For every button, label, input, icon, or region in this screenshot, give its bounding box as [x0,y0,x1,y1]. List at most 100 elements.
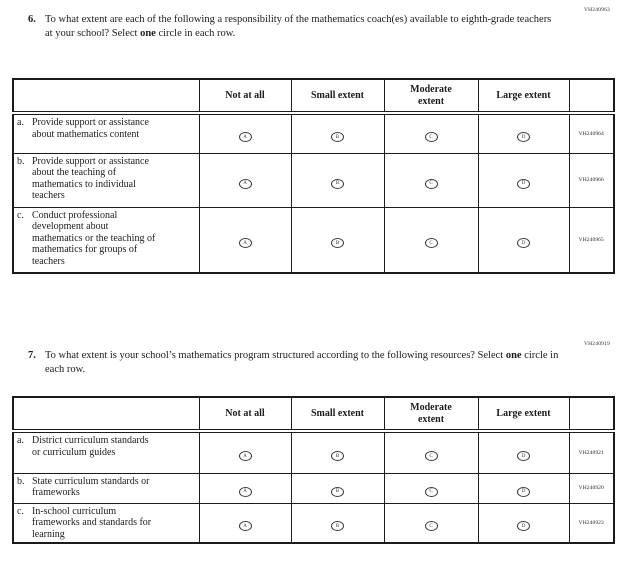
table-row: c. In-school curriculum frameworks and s… [12,502,615,544]
row-label: Provide support or assistance about the … [32,155,149,202]
option-cell: D [477,502,570,544]
bubble-not-at-all[interactable]: A [238,178,252,189]
question-7-text-part1: To what extent is your school’s mathemat… [45,350,506,361]
bubble-not-at-all[interactable]: A [238,451,252,462]
option-cell: D [477,152,570,208]
item-code: VH240964 [568,112,615,154]
column-header-moderate-extent: Moderate extent [383,396,479,433]
column-header-small-extent: Small extent [290,78,385,115]
option-cell: D [477,472,570,504]
code-column-header [568,396,615,433]
column-header-large-extent: Large extent [477,396,570,433]
bubble-moderate-extent[interactable]: C [424,451,438,462]
item-code: VH240920 [568,472,615,504]
option-cell: D [477,112,570,154]
option-cell: C [383,472,479,504]
question-7-block: 7. To what extent is your school’s mathe… [28,349,561,377]
header-row: Not at all Small extent Moderate extent … [12,396,615,433]
table-row: a. Provide support or assistance about m… [12,112,615,154]
question-6-text-part2: circle in each row. [155,28,236,39]
question-6-accession-code: VH240963 [583,7,610,13]
bubble-small-extent[interactable]: B [331,132,344,143]
bubble-large-extent[interactable]: D [517,178,530,189]
option-cell: D [477,206,570,274]
option-cell: A [198,502,292,544]
question-7-bold-word: one [505,350,522,361]
column-header-moderate-extent: Moderate extent [383,78,479,115]
option-cell: C [383,502,479,544]
bubble-not-at-all[interactable]: A [238,486,252,497]
item-code: VH240921 [568,430,615,474]
row-label: Conduct professional development about m… [32,209,156,267]
bubble-moderate-extent[interactable]: C [424,486,438,497]
table-row: c. Conduct professional development abou… [12,206,615,274]
bubble-moderate-extent[interactable]: C [424,238,438,249]
row-label-cell: a. District curriculum standards or curr… [12,430,200,474]
row-letter: b. [17,475,25,487]
column-header-small-extent: Small extent [290,396,385,433]
option-cell: C [383,152,479,208]
table-row: b. State curriculum standards or framewo… [12,472,615,504]
option-cell: D [477,430,570,474]
row-label-cell: c. In-school curriculum frameworks and s… [12,502,200,544]
option-cell: A [198,152,292,208]
option-cell: C [383,206,479,274]
option-cell: B [290,152,385,208]
row-label-cell: b. Provide support or assistance about t… [12,152,200,208]
bubble-large-extent[interactable]: D [517,132,530,143]
item-code: VH240965 [568,206,615,274]
option-cell: B [290,502,385,544]
bubble-large-extent[interactable]: D [517,238,530,249]
row-label: State curriculum standards or frameworks [32,475,150,499]
row-label-cell: a. Provide support or assistance about m… [12,112,200,154]
row-label-cell: b. State curriculum standards or framewo… [12,472,200,504]
bubble-large-extent[interactable]: D [517,486,530,497]
bubble-moderate-extent[interactable]: C [424,178,438,189]
question-6-text-part1: To what extent are each of the following… [45,14,552,39]
stub-header [12,78,200,115]
row-letter: b. [17,155,25,167]
bubble-moderate-extent[interactable]: C [424,521,438,532]
option-cell: A [198,112,292,154]
row-letter: c. [17,505,24,517]
question-7-accession-code: VH240919 [583,341,610,347]
option-cell: A [198,206,292,274]
question-7-text: To what extent is your school’s mathemat… [45,349,561,377]
row-label: In-school curriculum frameworks and stan… [32,505,152,540]
stub-header [12,396,200,433]
bubble-not-at-all[interactable]: A [238,238,252,249]
header-row: Not at all Small extent Moderate extent … [12,78,615,115]
question-6-text: To what extent are each of the following… [45,13,561,41]
table-row: a. District curriculum standards or curr… [12,430,615,474]
table-row: b. Provide support or assistance about t… [12,152,615,208]
bubble-small-extent[interactable]: B [331,178,344,189]
column-header-not-at-all: Not at all [198,78,292,115]
bubble-small-extent[interactable]: B [331,521,344,532]
row-label: District curriculum standards or curricu… [32,435,149,458]
option-cell: B [290,206,385,274]
question-7-text-part2: circle in each row. [45,350,559,375]
option-cell: B [290,472,385,504]
code-column-header [568,78,615,115]
row-letter: a. [17,435,24,446]
bubble-not-at-all[interactable]: A [238,521,252,532]
question-7-response-table: Not at all Small extent Moderate extent … [12,396,615,545]
row-label-cell: c. Conduct professional development abou… [12,206,200,274]
bubble-large-extent[interactable]: D [517,451,530,462]
item-code: VH240966 [568,152,615,208]
question-6-block: 6. To what extent are each of the follow… [28,13,561,41]
option-cell: A [198,472,292,504]
option-cell: B [290,430,385,474]
bubble-small-extent[interactable]: B [331,486,344,497]
option-cell: C [383,112,479,154]
bubble-small-extent[interactable]: B [331,238,344,249]
row-label: Provide support or assistance about math… [32,117,149,140]
option-cell: B [290,112,385,154]
row-letter: a. [17,117,24,128]
bubble-moderate-extent[interactable]: C [424,132,438,143]
bubble-large-extent[interactable]: D [517,521,530,532]
bubble-not-at-all[interactable]: A [238,132,252,143]
bubble-small-extent[interactable]: B [331,451,344,462]
column-header-large-extent: Large extent [477,78,570,115]
